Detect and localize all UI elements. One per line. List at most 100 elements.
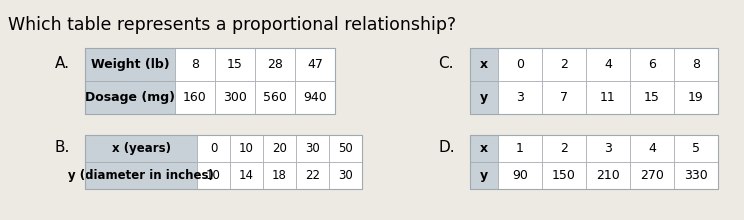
- Bar: [498, 162, 542, 189]
- Bar: [630, 135, 674, 162]
- Bar: [215, 81, 255, 114]
- Text: C.: C.: [438, 57, 454, 72]
- Text: 50: 50: [338, 142, 353, 155]
- Bar: [470, 48, 498, 81]
- Bar: [630, 162, 674, 189]
- Text: 28: 28: [267, 58, 283, 71]
- Text: y (diameter in inches): y (diameter in inches): [68, 169, 214, 182]
- Text: 0: 0: [516, 58, 524, 71]
- Bar: [542, 162, 586, 189]
- Text: 160: 160: [183, 91, 207, 104]
- Text: 2: 2: [560, 142, 568, 155]
- Text: y: y: [480, 169, 488, 182]
- Text: 940: 940: [303, 91, 327, 104]
- Bar: [255, 48, 295, 81]
- Bar: [586, 81, 630, 114]
- Bar: [674, 135, 718, 162]
- Bar: [230, 135, 263, 162]
- Text: 30: 30: [305, 142, 320, 155]
- Text: 19: 19: [688, 91, 704, 104]
- Bar: [85, 48, 175, 81]
- Text: 7: 7: [560, 91, 568, 104]
- Bar: [197, 135, 230, 162]
- Bar: [215, 48, 255, 81]
- Bar: [470, 135, 498, 162]
- Text: 47: 47: [307, 58, 323, 71]
- Text: 14: 14: [239, 169, 254, 182]
- Bar: [470, 135, 718, 189]
- Bar: [586, 135, 630, 162]
- Text: 30: 30: [338, 169, 353, 182]
- Text: x (years): x (years): [112, 142, 170, 155]
- Bar: [542, 135, 586, 162]
- Text: x: x: [480, 142, 488, 155]
- Text: 90: 90: [512, 169, 528, 182]
- Text: 10: 10: [206, 169, 221, 182]
- Text: 150: 150: [552, 169, 576, 182]
- Text: 8: 8: [191, 58, 199, 71]
- Text: 15: 15: [644, 91, 660, 104]
- Bar: [329, 135, 362, 162]
- Text: 330: 330: [684, 169, 708, 182]
- Bar: [263, 162, 296, 189]
- Text: 4: 4: [648, 142, 656, 155]
- Bar: [542, 48, 586, 81]
- Bar: [296, 135, 329, 162]
- Text: 300: 300: [223, 91, 247, 104]
- Text: 3: 3: [604, 142, 612, 155]
- Text: 6: 6: [648, 58, 656, 71]
- Text: 0: 0: [210, 142, 217, 155]
- Text: 270: 270: [640, 169, 664, 182]
- Text: 1: 1: [516, 142, 524, 155]
- Text: 210: 210: [596, 169, 620, 182]
- Bar: [329, 162, 362, 189]
- Bar: [630, 81, 674, 114]
- Bar: [255, 81, 295, 114]
- Bar: [470, 81, 498, 114]
- Text: 2: 2: [560, 58, 568, 71]
- Bar: [470, 162, 498, 189]
- Bar: [586, 48, 630, 81]
- Bar: [230, 162, 263, 189]
- Text: 5: 5: [692, 142, 700, 155]
- Bar: [470, 48, 718, 114]
- Bar: [498, 135, 542, 162]
- Bar: [674, 81, 718, 114]
- Text: 22: 22: [305, 169, 320, 182]
- Bar: [85, 135, 362, 189]
- Text: 15: 15: [227, 58, 243, 71]
- Text: 10: 10: [239, 142, 254, 155]
- Bar: [498, 48, 542, 81]
- Bar: [586, 162, 630, 189]
- Text: Weight (lb): Weight (lb): [91, 58, 170, 71]
- Text: D.: D.: [438, 141, 455, 156]
- Bar: [295, 48, 335, 81]
- Bar: [630, 48, 674, 81]
- Text: A.: A.: [55, 57, 70, 72]
- Bar: [296, 162, 329, 189]
- Text: 3: 3: [516, 91, 524, 104]
- Text: y: y: [480, 91, 488, 104]
- Bar: [498, 81, 542, 114]
- Text: 20: 20: [272, 142, 287, 155]
- Bar: [85, 81, 175, 114]
- Text: 560: 560: [263, 91, 287, 104]
- Bar: [542, 81, 586, 114]
- Bar: [295, 81, 335, 114]
- Bar: [175, 48, 215, 81]
- Bar: [263, 135, 296, 162]
- Bar: [674, 162, 718, 189]
- Bar: [85, 162, 197, 189]
- Bar: [197, 162, 230, 189]
- Text: 8: 8: [692, 58, 700, 71]
- Bar: [85, 135, 197, 162]
- Bar: [175, 81, 215, 114]
- Text: 18: 18: [272, 169, 287, 182]
- Text: x: x: [480, 58, 488, 71]
- Text: 11: 11: [600, 91, 616, 104]
- Text: Dosage (mg): Dosage (mg): [85, 91, 175, 104]
- Text: 4: 4: [604, 58, 612, 71]
- Text: Which table represents a proportional relationship?: Which table represents a proportional re…: [8, 16, 456, 34]
- Text: B.: B.: [55, 141, 71, 156]
- Bar: [674, 48, 718, 81]
